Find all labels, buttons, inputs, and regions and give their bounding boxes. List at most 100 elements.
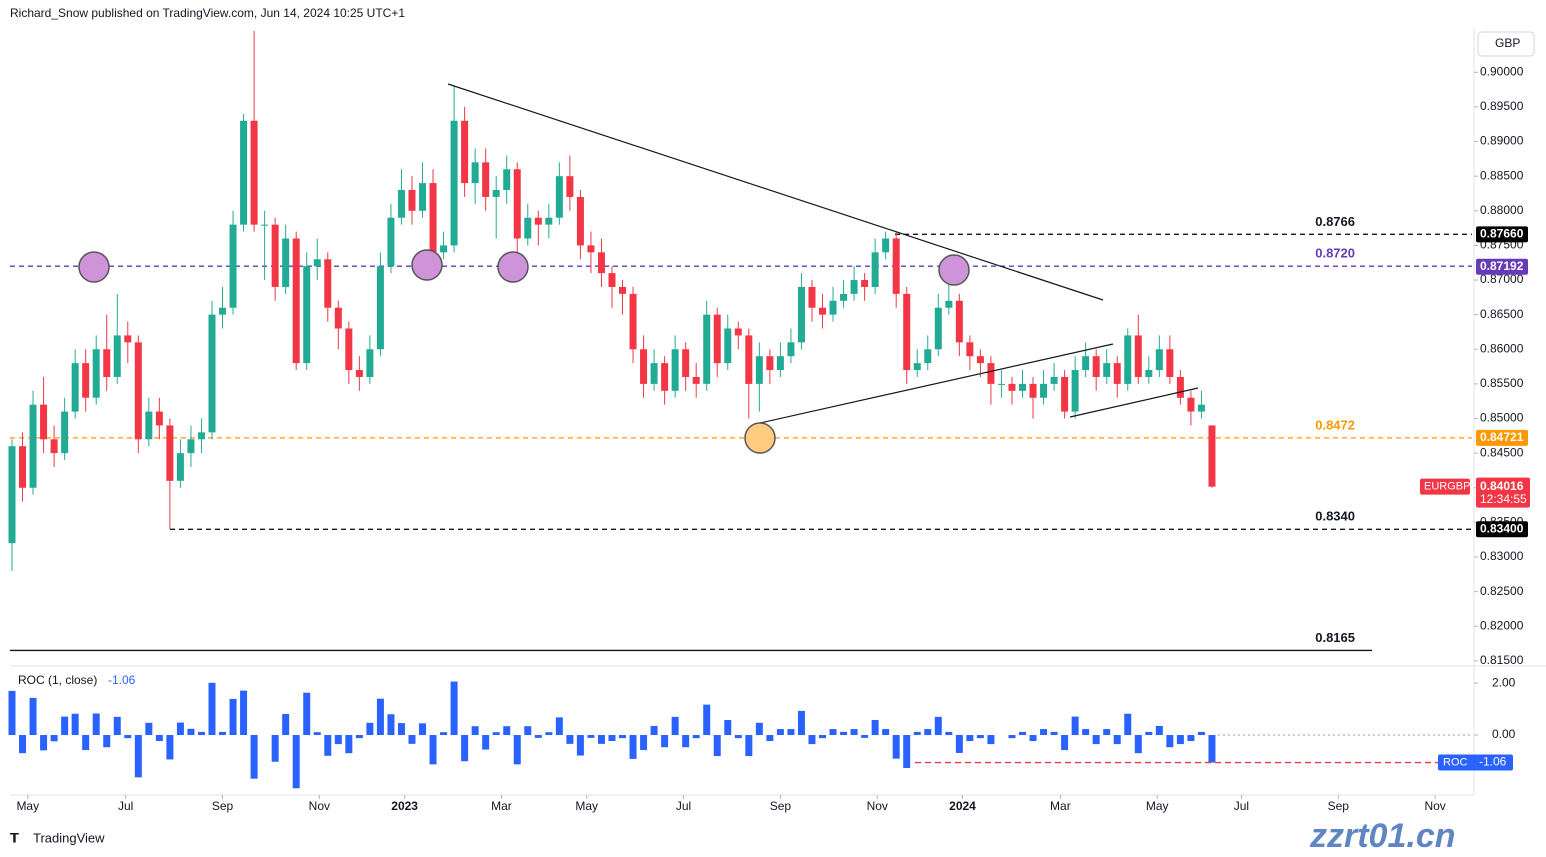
roc-bar <box>776 729 784 736</box>
roc-bar <box>313 732 321 736</box>
candle-body <box>345 328 353 371</box>
y-tick-label: 0.86500 <box>1480 307 1524 321</box>
x-tick-label: 2023 <box>391 799 418 813</box>
candle-body <box>829 300 837 315</box>
roc-bar <box>671 716 679 736</box>
footer: TradingView <box>33 830 105 845</box>
candle-body <box>166 425 174 481</box>
roc-bar <box>282 713 290 736</box>
price-tag-label: 0.83400 <box>1480 521 1524 535</box>
price-tag <box>1476 258 1528 275</box>
candle-body <box>524 217 532 239</box>
roc-bar <box>92 713 100 736</box>
roc-bar <box>682 735 690 748</box>
candle-body <box>934 307 942 350</box>
roc-bar <box>1082 729 1090 736</box>
x-tick-label: Nov <box>309 799 330 813</box>
symbol-tag-label: EURGBP <box>1424 481 1470 493</box>
candle-body <box>176 453 184 481</box>
roc-bar <box>829 729 837 736</box>
candle-body <box>219 307 227 315</box>
x-tick-label: May <box>16 799 39 813</box>
price-tag <box>1476 226 1528 243</box>
candle-body <box>1103 363 1111 377</box>
roc-bar <box>8 690 16 736</box>
roc-bar <box>1092 735 1100 745</box>
y-tick-label: 0.87000 <box>1480 272 1524 286</box>
roc-bar <box>1124 713 1132 736</box>
candle-body <box>713 314 721 364</box>
candle-body <box>913 363 921 371</box>
x-tick-label: Mar <box>491 799 512 813</box>
roc-bar <box>492 732 500 736</box>
candle-body <box>534 217 542 225</box>
price-tag <box>1476 429 1528 446</box>
roc-bar <box>713 735 721 757</box>
candle-body <box>19 446 27 488</box>
x-tick-label: Jul <box>1234 799 1249 813</box>
y-tick-label: 0.83000 <box>1480 549 1524 563</box>
candle-body <box>313 259 321 267</box>
x-tick-label: May <box>1146 799 1169 813</box>
trendline <box>447 83 1104 301</box>
candle-body <box>882 238 890 253</box>
roc-bar <box>61 716 69 736</box>
candle-body <box>619 286 627 294</box>
candle-body <box>1145 370 1153 377</box>
trendline <box>759 343 1114 424</box>
roc-bar <box>766 735 774 741</box>
candle-body <box>334 307 342 329</box>
roc-bar <box>955 735 963 753</box>
roc-bar <box>71 713 79 736</box>
candle-body <box>976 356 984 364</box>
candle-body <box>955 300 963 343</box>
roc-bar <box>1166 735 1174 748</box>
roc-bar <box>240 690 248 736</box>
roc-bar <box>1040 729 1048 736</box>
candle-body <box>1208 425 1216 487</box>
y-tick-label: 0.89000 <box>1480 134 1524 148</box>
candle-body <box>429 183 437 253</box>
candle-body <box>808 286 816 308</box>
roc-bar <box>892 735 900 759</box>
roc-bar <box>303 692 311 736</box>
x-tick-label: Sep <box>212 799 234 813</box>
candle-body <box>1176 376 1184 398</box>
drawings <box>447 83 1199 424</box>
candle-body <box>1029 383 1037 398</box>
candle-body <box>1092 356 1100 377</box>
roc-bar <box>1134 735 1142 754</box>
roc-bar <box>1008 735 1016 739</box>
y-tick-label: 0.90000 <box>1480 64 1524 78</box>
candle-body <box>82 363 90 398</box>
candle-body <box>92 349 100 398</box>
candle-body <box>282 238 290 287</box>
candle-body <box>1018 383 1026 391</box>
y-tick-label: 0.89500 <box>1480 99 1524 113</box>
roc-bar <box>787 729 795 736</box>
candle-body <box>692 376 700 384</box>
roc-bar <box>1061 735 1069 751</box>
candle-body <box>61 411 69 454</box>
roc-bar <box>819 735 827 739</box>
candle-body <box>155 411 163 426</box>
currency-button[interactable] <box>1477 31 1535 57</box>
roc-bar <box>724 719 732 736</box>
roc-bar <box>1113 735 1121 745</box>
roc-bar <box>850 729 858 736</box>
roc-bar <box>597 735 605 744</box>
candle-body <box>1155 349 1163 371</box>
roc-bar <box>755 722 763 736</box>
candle-body <box>50 439 58 454</box>
candle-body <box>745 335 753 384</box>
roc-bar <box>587 735 595 738</box>
circle-marker <box>744 422 776 454</box>
candle-body <box>766 356 774 371</box>
indicator-value: -1.06 <box>108 673 136 687</box>
y-tick-label: 0.82000 <box>1480 618 1524 632</box>
x-tick-label: May <box>575 799 598 813</box>
roc-bar <box>187 728 195 736</box>
level-label: 0.8720 <box>1315 246 1355 261</box>
candle-body <box>1050 376 1058 384</box>
